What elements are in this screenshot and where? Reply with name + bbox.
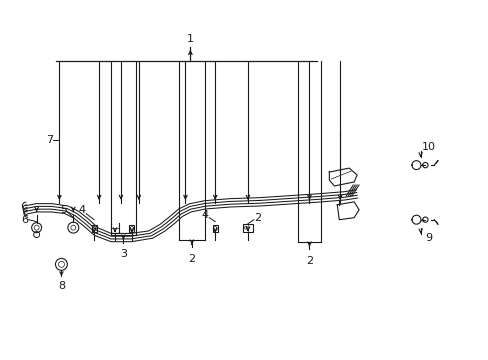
Bar bbox=[212, 225, 217, 232]
Text: 2: 2 bbox=[188, 255, 195, 264]
Text: 4: 4 bbox=[79, 205, 86, 215]
Text: 10: 10 bbox=[421, 142, 435, 152]
Text: 5: 5 bbox=[60, 205, 67, 215]
Text: 7: 7 bbox=[46, 135, 53, 145]
Text: 6: 6 bbox=[21, 215, 28, 225]
Text: 2: 2 bbox=[254, 213, 261, 223]
Text: 4: 4 bbox=[202, 210, 208, 220]
Text: 1: 1 bbox=[186, 34, 194, 44]
Bar bbox=[129, 225, 134, 232]
Text: 2: 2 bbox=[305, 256, 312, 266]
Text: 3: 3 bbox=[120, 249, 127, 260]
Bar bbox=[243, 224, 252, 231]
Text: 9: 9 bbox=[424, 233, 431, 243]
Text: 8: 8 bbox=[58, 281, 65, 291]
Bar bbox=[92, 225, 97, 232]
